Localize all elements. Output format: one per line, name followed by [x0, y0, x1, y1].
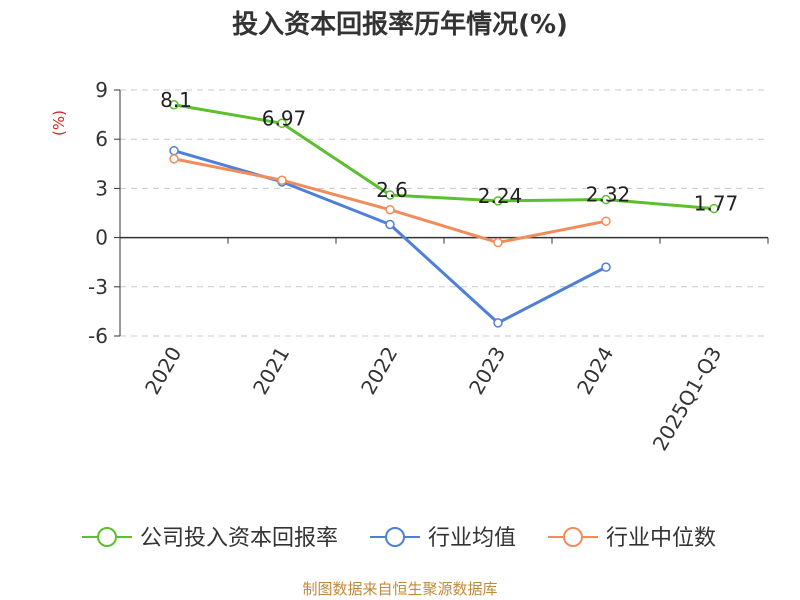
data-point — [493, 196, 503, 206]
x-tick-label: 2023 — [464, 343, 510, 399]
data-labels: 8.1 6.97 2.6 2.24 2.32 1.77 — [160, 88, 738, 216]
legend-marker-0 — [97, 527, 117, 547]
y-tick-label: -6 — [88, 324, 108, 348]
data-point — [277, 175, 287, 185]
axes: 9 6 3 0 -3 -6 (%) 2020 2021 2022 2023 2024 2025Q1-Q3 — [50, 78, 769, 455]
data-point — [709, 203, 719, 214]
series-line-1 — [173, 149, 607, 325]
data-label: 6.97 — [262, 106, 307, 130]
data-point — [493, 237, 503, 248]
y-axis-label: (%) — [50, 110, 68, 136]
series-line-0 — [173, 103, 715, 211]
legend-label-2: 行业中位数 — [606, 526, 716, 551]
x-tick-label: 2020 — [140, 343, 186, 399]
legend-label-0: 公司投入资本回报率 — [140, 526, 338, 551]
data-label: 2.6 — [376, 178, 408, 202]
data-point — [601, 216, 611, 226]
grid-lines — [120, 89, 768, 337]
x-tick-label: 2022 — [356, 343, 402, 399]
y-tick-label: 9 — [95, 78, 108, 102]
x-tick-label: 2021 — [248, 343, 294, 399]
series-lines — [169, 100, 719, 328]
y-tick-label: 6 — [95, 127, 108, 151]
data-point — [169, 100, 179, 110]
legend: 公司投入资本回报率 行业均值 行业中位数 — [82, 526, 716, 551]
data-point — [385, 219, 395, 230]
source-note: 制图数据来自恒生聚源数据库 — [302, 580, 498, 598]
y-tick-label: 0 — [95, 226, 108, 250]
data-label: 2.32 — [586, 183, 631, 207]
data-point — [493, 318, 503, 328]
y-tick-label: -3 — [88, 275, 108, 299]
x-tick-label: 2025Q1-Q3 — [648, 343, 727, 455]
legend-marker-1 — [385, 527, 405, 547]
legend-marker-2 — [563, 527, 583, 547]
data-point — [385, 190, 395, 200]
data-point — [385, 204, 395, 215]
data-point — [277, 118, 287, 129]
data-label: 8.1 — [160, 88, 192, 112]
data-point — [601, 262, 611, 272]
y-tick-label: 3 — [95, 176, 108, 200]
data-point — [169, 154, 179, 164]
legend-label-1: 行业均值 — [428, 526, 516, 551]
data-label: 2.24 — [478, 184, 523, 208]
data-label: 1.77 — [694, 192, 739, 216]
data-point — [601, 194, 611, 205]
data-point — [169, 145, 179, 156]
chart-title: 投入资本回报率历年情况(%) — [232, 10, 568, 40]
x-tick-label: 2024 — [572, 343, 618, 399]
